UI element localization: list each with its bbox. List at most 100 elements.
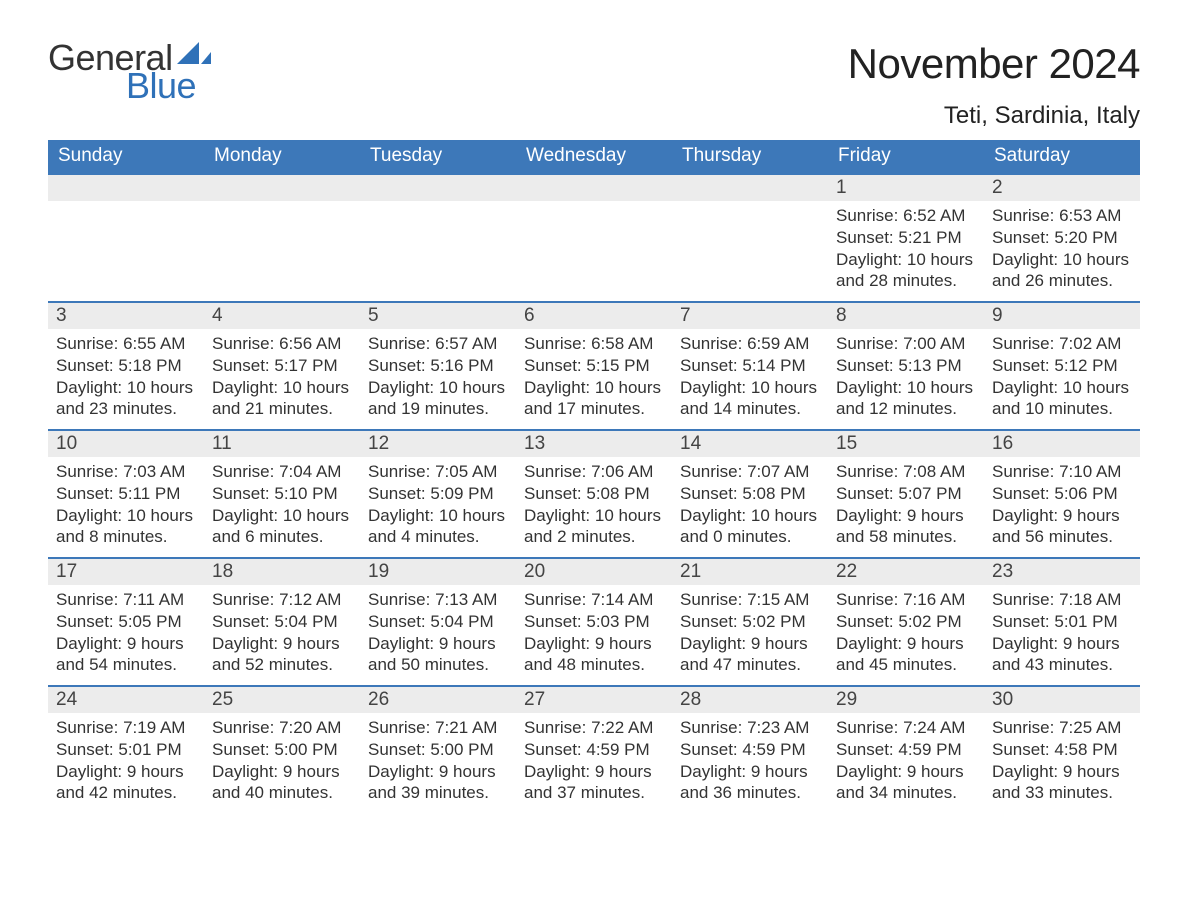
daylight-line: Daylight: 10 hours and 21 minutes. [212, 377, 352, 421]
calendar-day-cell: 30Sunrise: 7:25 AMSunset: 4:58 PMDayligh… [984, 685, 1140, 813]
calendar-day-cell: 17Sunrise: 7:11 AMSunset: 5:05 PMDayligh… [48, 557, 204, 685]
day-number: 11 [204, 429, 360, 457]
sunset-line: Sunset: 5:16 PM [368, 355, 508, 377]
sunset-line: Sunset: 4:59 PM [836, 739, 976, 761]
sunset-line: Sunset: 5:00 PM [212, 739, 352, 761]
daylight-line: Daylight: 10 hours and 8 minutes. [56, 505, 196, 549]
daylight-line: Daylight: 9 hours and 47 minutes. [680, 633, 820, 677]
daylight-line: Daylight: 10 hours and 26 minutes. [992, 249, 1132, 293]
calendar-day-cell: 4Sunrise: 6:56 AMSunset: 5:17 PMDaylight… [204, 301, 360, 429]
calendar-day-cell: 24Sunrise: 7:19 AMSunset: 5:01 PMDayligh… [48, 685, 204, 813]
day-number: 7 [672, 301, 828, 329]
empty-day-bar [672, 173, 828, 201]
calendar-day-cell: 7Sunrise: 6:59 AMSunset: 5:14 PMDaylight… [672, 301, 828, 429]
daylight-line: Daylight: 10 hours and 0 minutes. [680, 505, 820, 549]
day-number: 17 [48, 557, 204, 585]
daylight-line: Daylight: 9 hours and 50 minutes. [368, 633, 508, 677]
daylight-line: Daylight: 10 hours and 28 minutes. [836, 249, 976, 293]
calendar-day-cell: 1 Sunrise: 6:52 AMSunset: 5:21 PMDaylight… [828, 173, 984, 301]
sunrise-line: Sunrise: 6:53 AM [992, 205, 1132, 227]
day-number: 5 [360, 301, 516, 329]
daylight-line: Daylight: 9 hours and 33 minutes. [992, 761, 1132, 805]
sunset-line: Sunset: 5:08 PM [524, 483, 664, 505]
day-number: 16 [984, 429, 1140, 457]
daylight-line: Daylight: 10 hours and 14 minutes. [680, 377, 820, 421]
day-details: Sunrise: 7:03 AMSunset: 5:11 PMDaylight:… [48, 457, 204, 556]
sunrise-line: Sunrise: 7:19 AM [56, 717, 196, 739]
day-number: 10 [48, 429, 204, 457]
calendar-day-cell: 19Sunrise: 7:13 AMSunset: 5:04 PMDayligh… [360, 557, 516, 685]
empty-day-bar [516, 173, 672, 201]
sunset-line: Sunset: 4:59 PM [524, 739, 664, 761]
sunrise-line: Sunrise: 6:55 AM [56, 333, 196, 355]
sunset-line: Sunset: 5:07 PM [836, 483, 976, 505]
calendar-header-row: SundayMondayTuesdayWednesdayThursdayFrid… [48, 140, 1140, 173]
daylight-line: Daylight: 10 hours and 12 minutes. [836, 377, 976, 421]
calendar-week-row: 17Sunrise: 7:11 AMSunset: 5:05 PMDayligh… [48, 557, 1140, 685]
day-details: Sunrise: 7:18 AMSunset: 5:01 PMDaylight:… [984, 585, 1140, 684]
sunrise-line: Sunrise: 7:04 AM [212, 461, 352, 483]
empty-day-bar [48, 173, 204, 201]
calendar-day-cell: 22Sunrise: 7:16 AMSunset: 5:02 PMDayligh… [828, 557, 984, 685]
calendar-empty-cell [48, 173, 204, 301]
day-number: 2 [984, 173, 1140, 201]
day-number: 18 [204, 557, 360, 585]
day-details: Sunrise: 7:04 AMSunset: 5:10 PMDaylight:… [204, 457, 360, 556]
brand-word-2: Blue [126, 68, 196, 104]
sunset-line: Sunset: 5:02 PM [680, 611, 820, 633]
sunrise-line: Sunrise: 7:20 AM [212, 717, 352, 739]
day-details: Sunrise: 6:53 AMSunset: 5:20 PMDaylight:… [984, 201, 1140, 300]
calendar-day-cell: 15Sunrise: 7:08 AMSunset: 5:07 PMDayligh… [828, 429, 984, 557]
calendar-day-cell: 29Sunrise: 7:24 AMSunset: 4:59 PMDayligh… [828, 685, 984, 813]
day-details: Sunrise: 7:12 AMSunset: 5:04 PMDaylight:… [204, 585, 360, 684]
calendar-day-cell: 23Sunrise: 7:18 AMSunset: 5:01 PMDayligh… [984, 557, 1140, 685]
day-number: 30 [984, 685, 1140, 713]
calendar-day-cell: 3Sunrise: 6:55 AMSunset: 5:18 PMDaylight… [48, 301, 204, 429]
day-details: Sunrise: 7:21 AMSunset: 5:00 PMDaylight:… [360, 713, 516, 812]
day-details: Sunrise: 7:23 AMSunset: 4:59 PMDaylight:… [672, 713, 828, 812]
sunrise-line: Sunrise: 7:12 AM [212, 589, 352, 611]
day-number: 23 [984, 557, 1140, 585]
calendar-week-row: 3Sunrise: 6:55 AMSunset: 5:18 PMDaylight… [48, 301, 1140, 429]
daylight-line: Daylight: 9 hours and 43 minutes. [992, 633, 1132, 677]
calendar-day-cell: 2Sunrise: 6:53 AMSunset: 5:20 PMDaylight… [984, 173, 1140, 301]
calendar-week-row: 1Sunrise: 6:52 AMSunset: 5:21 PMDaylight… [48, 173, 1140, 301]
sunrise-line: Sunrise: 7:00 AM [836, 333, 976, 355]
sunset-line: Sunset: 5:01 PM [992, 611, 1132, 633]
day-details: Sunrise: 7:16 AMSunset: 5:02 PMDaylight:… [828, 585, 984, 684]
calendar-day-cell: 8Sunrise: 7:00 AMSunset: 5:13 PMDaylight… [828, 301, 984, 429]
weekday-header: Saturday [984, 140, 1140, 173]
daylight-line: Daylight: 10 hours and 10 minutes. [992, 377, 1132, 421]
sunset-line: Sunset: 5:17 PM [212, 355, 352, 377]
day-number: 24 [48, 685, 204, 713]
daylight-line: Daylight: 9 hours and 34 minutes. [836, 761, 976, 805]
sunrise-line: Sunrise: 7:08 AM [836, 461, 976, 483]
daylight-line: Daylight: 9 hours and 45 minutes. [836, 633, 976, 677]
calendar-day-cell: 18Sunrise: 7:12 AMSunset: 5:04 PMDayligh… [204, 557, 360, 685]
sunrise-line: Sunrise: 7:11 AM [56, 589, 196, 611]
day-number: 1 [828, 173, 984, 201]
calendar-day-cell: 5Sunrise: 6:57 AMSunset: 5:16 PMDaylight… [360, 301, 516, 429]
sunrise-line: Sunrise: 7:06 AM [524, 461, 664, 483]
sunset-line: Sunset: 5:21 PM [836, 227, 976, 249]
weekday-header: Thursday [672, 140, 828, 173]
day-details: Sunrise: 7:05 AMSunset: 5:09 PMDaylight:… [360, 457, 516, 556]
daylight-line: Daylight: 9 hours and 42 minutes. [56, 761, 196, 805]
sunset-line: Sunset: 5:09 PM [368, 483, 508, 505]
sunrise-line: Sunrise: 6:56 AM [212, 333, 352, 355]
daylight-line: Daylight: 9 hours and 40 minutes. [212, 761, 352, 805]
sunrise-line: Sunrise: 7:23 AM [680, 717, 820, 739]
sunrise-line: Sunrise: 6:52 AM [836, 205, 976, 227]
day-details: Sunrise: 7:02 AMSunset: 5:12 PMDaylight:… [984, 329, 1140, 428]
daylight-line: Daylight: 10 hours and 2 minutes. [524, 505, 664, 549]
sunrise-line: Sunrise: 7:14 AM [524, 589, 664, 611]
sunrise-line: Sunrise: 6:59 AM [680, 333, 820, 355]
day-details: Sunrise: 7:25 AMSunset: 4:58 PMDaylight:… [984, 713, 1140, 812]
daylight-line: Daylight: 9 hours and 39 minutes. [368, 761, 508, 805]
weekday-header: Monday [204, 140, 360, 173]
day-number: 21 [672, 557, 828, 585]
calendar-table: SundayMondayTuesdayWednesdayThursdayFrid… [48, 140, 1140, 813]
day-number: 6 [516, 301, 672, 329]
sunrise-line: Sunrise: 7:15 AM [680, 589, 820, 611]
day-details: Sunrise: 7:07 AMSunset: 5:08 PMDaylight:… [672, 457, 828, 556]
